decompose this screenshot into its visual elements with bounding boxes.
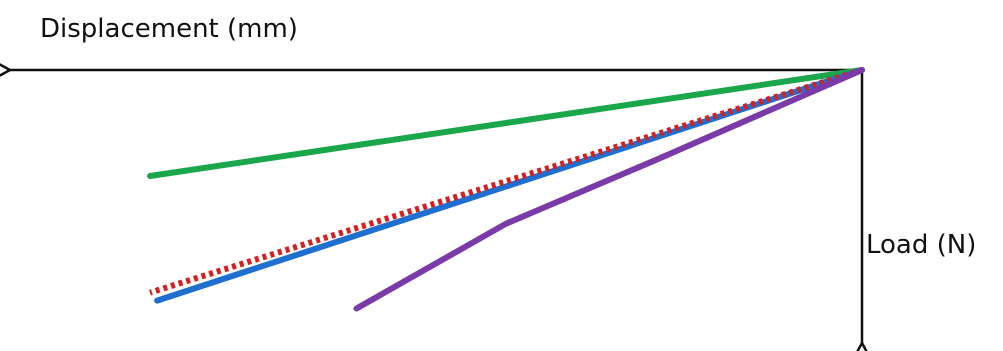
y-axis-label: Load (N) <box>866 230 977 260</box>
series-layer <box>147 67 865 312</box>
x-axis-label: Displacement (mm) <box>40 14 298 44</box>
axes <box>10 70 862 343</box>
series-line-2 <box>154 67 865 304</box>
series-line-4 <box>353 67 865 312</box>
series-line-1 <box>147 67 865 179</box>
